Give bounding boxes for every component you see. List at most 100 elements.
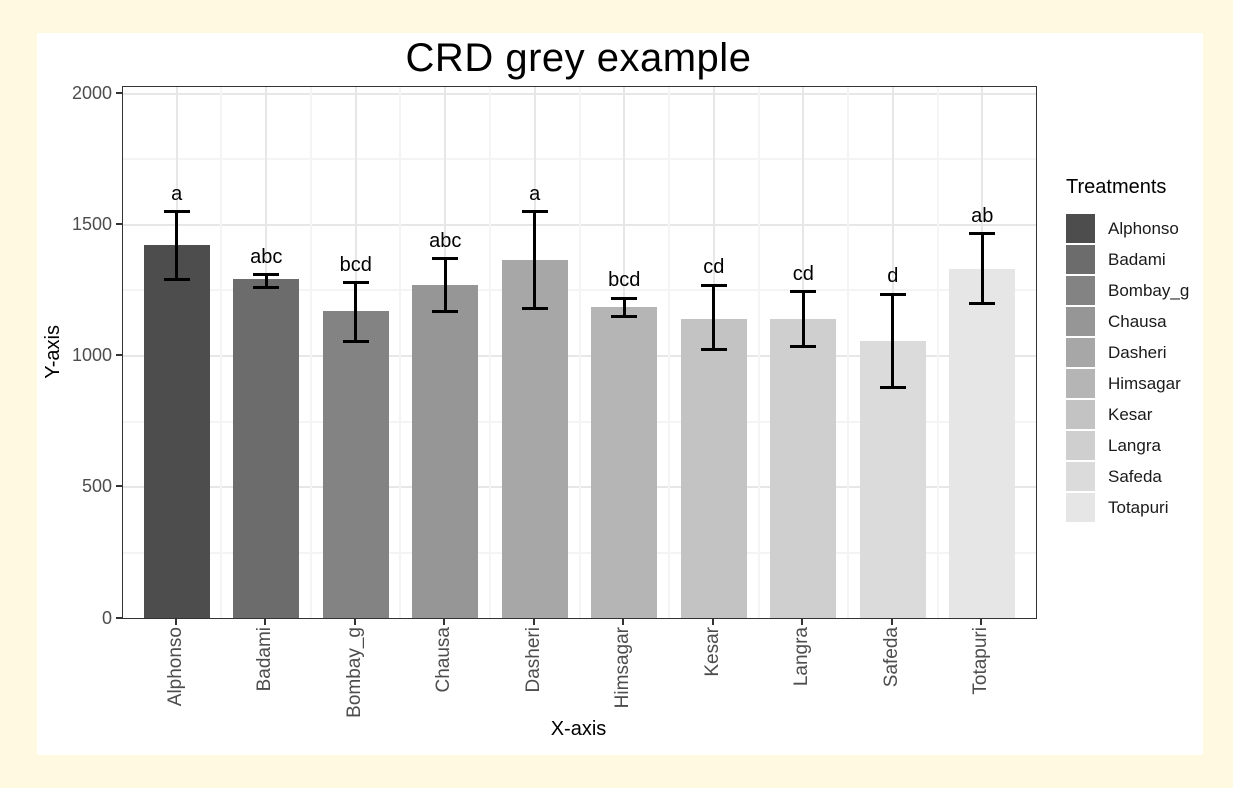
error-bar-cap-top (700, 283, 727, 287)
error-bar-cap-top (521, 210, 548, 214)
x-tick-label: Kesar (701, 626, 723, 677)
x-tick-label: Badami (254, 626, 276, 691)
sig-letter: cd (703, 256, 725, 279)
legend-label: Himsagar (1108, 373, 1181, 393)
x-tick-label: Bombay_g (343, 626, 365, 718)
legend-swatch (1066, 400, 1095, 429)
legend-swatch (1066, 338, 1095, 367)
sig-letter: cd (792, 262, 814, 285)
sig-letter: abc (250, 245, 283, 268)
legend-label: Chausa (1108, 311, 1167, 331)
legend-item-alphonso: Alphonso (1066, 213, 1200, 244)
legend-swatch (1066, 462, 1095, 491)
x-tick-mark (980, 619, 983, 625)
bar-totapuri (949, 268, 1016, 618)
x-tick-mark (353, 619, 356, 625)
legend-swatch (1066, 493, 1095, 522)
error-bar-cap-bottom (432, 309, 459, 313)
sig-letter: a (529, 182, 541, 205)
y-tick-mark (116, 222, 122, 225)
error-bar-stem (443, 258, 447, 312)
legend-label: Totapuri (1108, 497, 1169, 517)
legend-label: Safeda (1108, 466, 1162, 486)
y-tick-label: 500 (81, 476, 112, 497)
legend-title: Treatments (1066, 176, 1167, 198)
legend-items: Alphonso Badami Bombay_g Chausa Dasheri Himsa… (1066, 213, 1200, 523)
bar-langra (770, 318, 837, 618)
bar-alphonso (143, 245, 210, 618)
legend-swatch (1066, 369, 1095, 398)
x-tick-mark (801, 619, 804, 625)
sig-letter: a (171, 182, 183, 205)
gridline-minor-v (220, 87, 223, 618)
x-axis-title: X-axis (550, 718, 607, 740)
error-bar-cap-top (611, 296, 638, 300)
error-bar-cap-bottom (611, 315, 638, 319)
legend-item-bombay_g: Bombay_g (1066, 275, 1200, 306)
legend-swatch (1066, 431, 1095, 460)
x-tick-label: Chausa (433, 626, 455, 693)
legend-item-himsagar: Himsagar (1066, 368, 1200, 399)
error-bar-cap-bottom (521, 307, 548, 311)
y-tick-label: 2000 (71, 82, 112, 103)
y-tick-mark (116, 91, 122, 94)
error-bar-cap-top (163, 210, 190, 214)
y-tick-mark (116, 485, 122, 488)
error-bar-cap-bottom (969, 302, 996, 305)
y-tick-label: 1000 (71, 345, 112, 365)
legend: Treatments Alphonso Badami Bombay_g Chausa D… (1066, 176, 1200, 523)
legend-label: Langra (1108, 435, 1161, 455)
legend-label: Kesar (1108, 404, 1153, 424)
error-bar-stem (980, 233, 984, 304)
error-bar-cap-bottom (253, 286, 280, 290)
sig-letter: abc (429, 229, 462, 252)
gridline-minor-v (757, 87, 760, 618)
sig-letter: bcd (339, 253, 372, 276)
gridline-minor-v (847, 87, 850, 618)
x-tick-mark (532, 619, 535, 625)
error-bar-cap-top (342, 281, 369, 284)
y-tick-mark (116, 354, 122, 356)
x-tick-mark (622, 619, 625, 625)
x-tick-mark (174, 619, 177, 625)
error-bar-cap-top (790, 290, 817, 294)
bar-chausa (412, 284, 479, 618)
x-tick-label: Safeda (880, 626, 902, 687)
x-tick-mark (264, 619, 267, 625)
x-tick-mark (443, 619, 446, 625)
x-tick-mark (711, 619, 714, 625)
error-bar-cap-bottom (790, 345, 817, 349)
bar-badami (233, 279, 300, 618)
x-tick-label: Langra (791, 626, 813, 686)
legend-swatch (1066, 276, 1095, 305)
legend-item-kesar: Kesar (1066, 399, 1200, 430)
gridline-minor-v (399, 87, 402, 618)
error-bar-stem (175, 211, 179, 280)
error-bar-cap-top (969, 232, 996, 236)
legend-item-safeda: Safeda (1066, 461, 1200, 492)
legend-swatch (1066, 245, 1095, 274)
error-bar-cap-bottom (879, 386, 906, 389)
legend-item-chausa: Chausa (1066, 306, 1200, 337)
x-tick-label: Alphonso (164, 626, 186, 706)
y-tick-mark (116, 616, 122, 619)
legend-item-badami: Badami (1066, 244, 1200, 275)
sig-letter: d (887, 265, 899, 288)
error-bar-cap-bottom (163, 278, 190, 282)
error-bar-stem (533, 211, 537, 309)
gridline-minor-v (488, 87, 491, 618)
y-tick-label: 0 (101, 607, 112, 628)
error-bar-cap-bottom (700, 347, 727, 351)
bar-kesar (680, 318, 747, 618)
y-tick-label: 1500 (71, 213, 112, 234)
legend-label: Bombay_g (1108, 280, 1190, 300)
x-tick-label: Himsagar (612, 626, 634, 708)
legend-item-totapuri: Totapuri (1066, 492, 1200, 523)
legend-swatch (1066, 307, 1095, 336)
gridline-minor-v (668, 87, 670, 618)
error-bar-stem (801, 291, 805, 347)
sig-letter: bcd (608, 269, 641, 292)
bar-dasheri (501, 259, 568, 618)
error-bar-cap-top (432, 257, 459, 261)
